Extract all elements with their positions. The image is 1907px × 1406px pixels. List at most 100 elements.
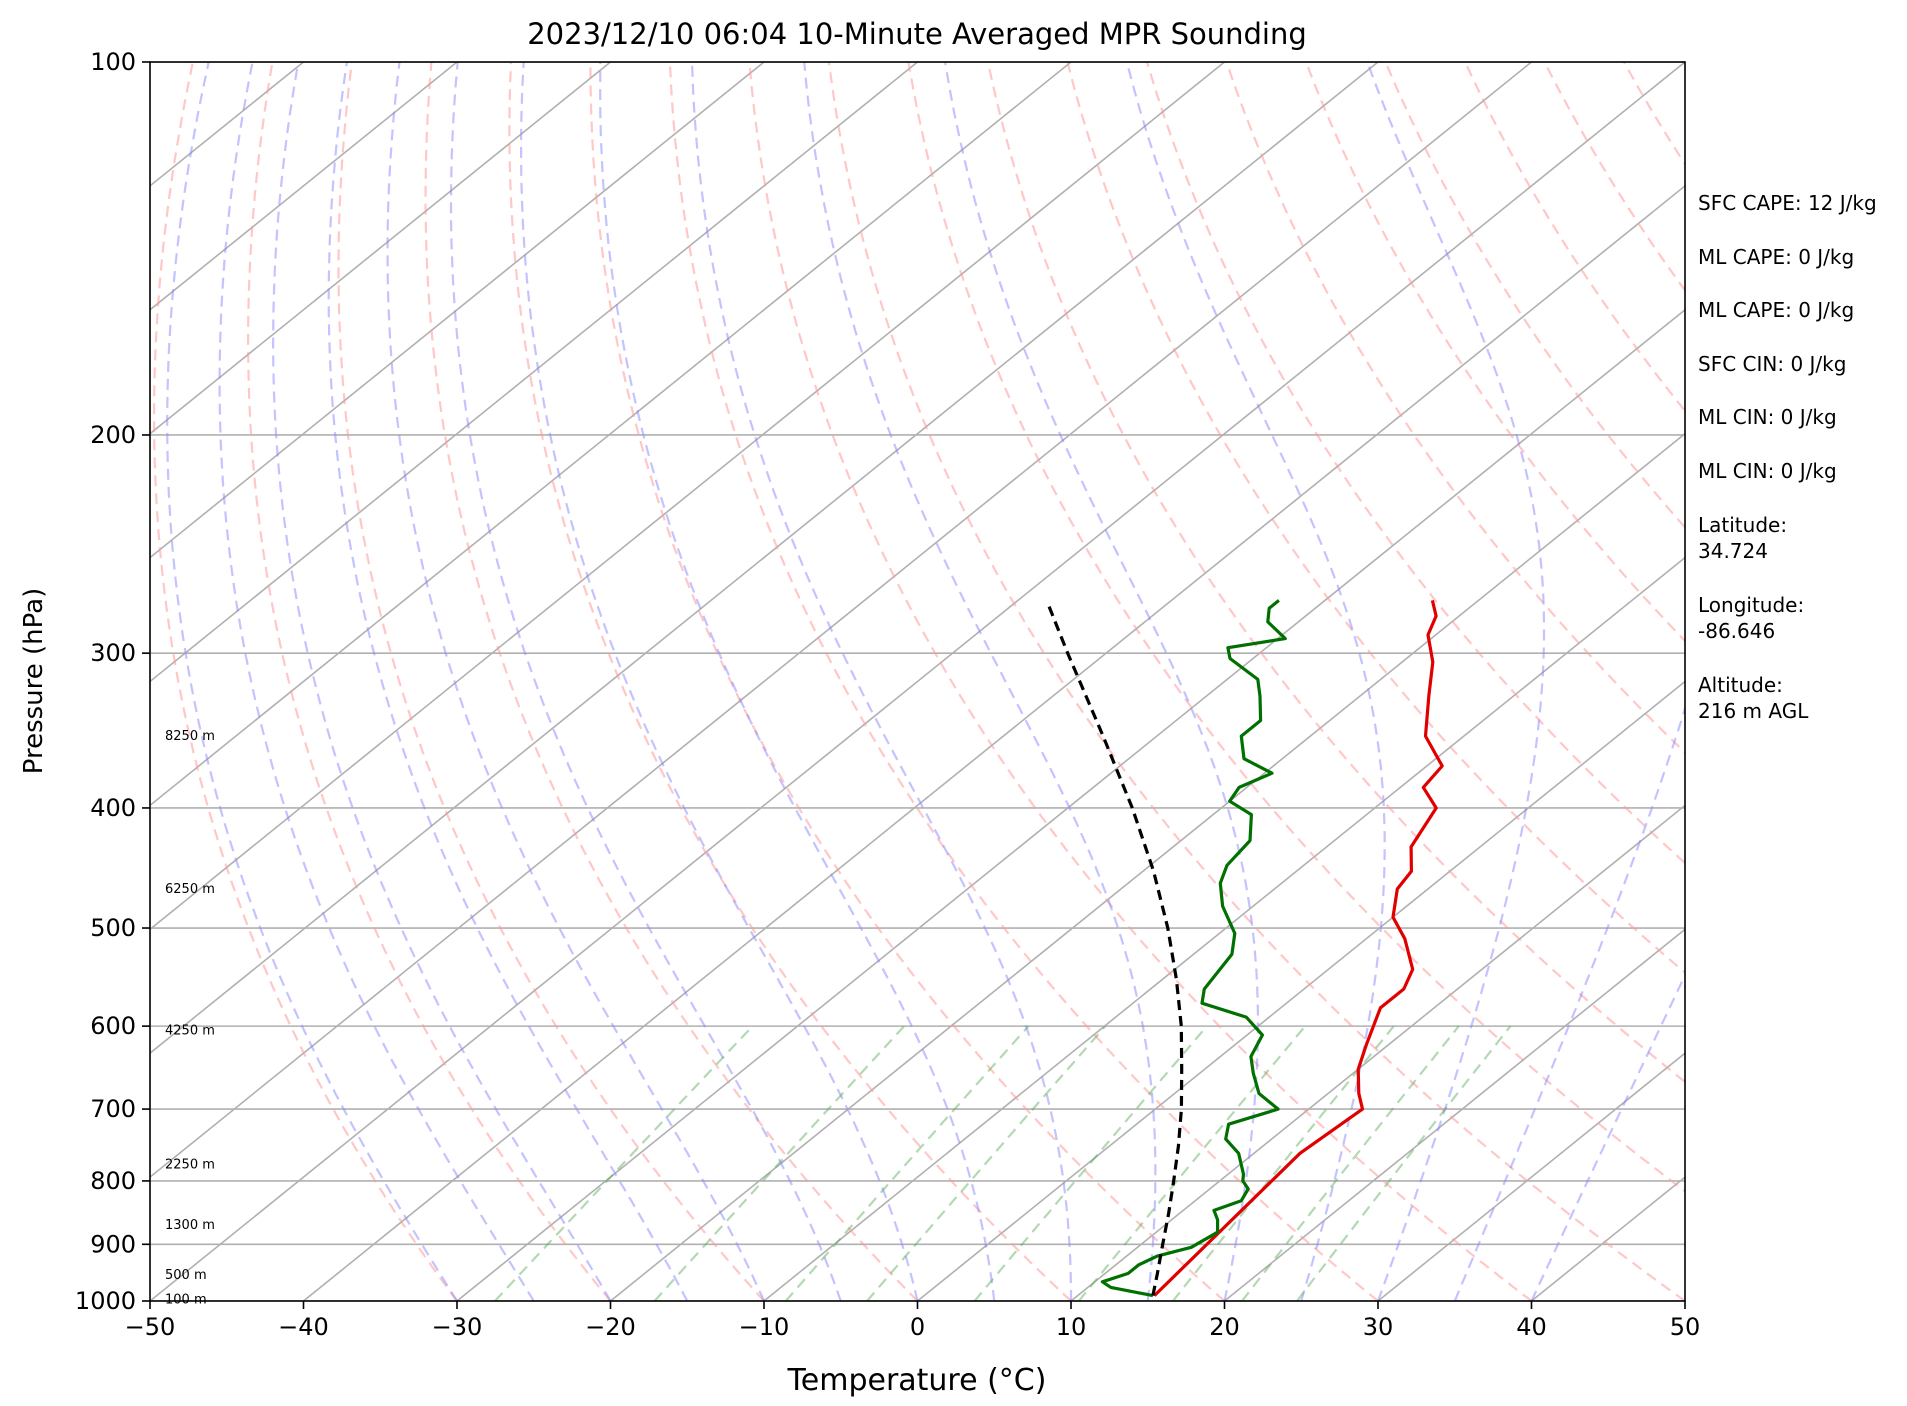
x-tick-label: 0 xyxy=(910,1313,925,1341)
dry-adiabat-line xyxy=(508,62,1072,1301)
height-label: 100 m xyxy=(165,1292,207,1307)
dry-adiabat-line xyxy=(424,62,919,1301)
y-tick-label: 1000 xyxy=(75,1287,136,1315)
height-label: 2250 m xyxy=(165,1158,215,1173)
x-tick-label: 40 xyxy=(1516,1313,1547,1341)
x-axis-label: Temperature (°C) xyxy=(787,1363,1047,1398)
isotherm-line xyxy=(150,62,1533,1179)
height-label: 8250 m xyxy=(165,729,215,744)
x-tick-label: −50 xyxy=(125,1313,176,1341)
sfc-cin-text: SFC CIN: 0 J/kg xyxy=(1698,352,1847,376)
x-tick-label: 10 xyxy=(1056,1313,1087,1341)
longitude-text: Longitude: -86.646 xyxy=(1698,593,1805,643)
moist-adiabat-line xyxy=(1125,62,1386,1301)
mixing-ratio-line xyxy=(653,1025,906,1301)
moist-adiabat-line xyxy=(520,62,919,1301)
y-tick-label: 900 xyxy=(90,1230,136,1258)
dry-adiabat-line xyxy=(247,62,612,1301)
moist-adiabat-line xyxy=(449,62,842,1301)
background-lines xyxy=(150,62,1907,1301)
isotherm-line xyxy=(150,62,1685,1301)
axes-layer: 100 m 500 m 1300 m 2250 m 4250 m 6250 m 8250 m… xyxy=(75,48,1700,1341)
dewpoint-profile-line xyxy=(1100,599,1287,1298)
dry-adiabat-line xyxy=(907,62,1685,1193)
dry-adiabat-line xyxy=(668,62,1379,1301)
dry-adiabat-line xyxy=(1145,62,1685,865)
x-tick-label: 30 xyxy=(1363,1313,1394,1341)
chart-title: 2023/12/10 06:04 10-Minute Averaged MPR … xyxy=(527,17,1307,51)
dry-adiabat-line xyxy=(1863,62,1907,1301)
height-label: 4250 m xyxy=(165,1024,215,1039)
moist-adiabat-line xyxy=(599,62,996,1301)
y-tick-label: 600 xyxy=(90,1012,136,1040)
dry-adiabat-line xyxy=(827,62,1685,1301)
x-tick-label: −30 xyxy=(432,1313,483,1341)
moist-adiabat-line xyxy=(218,62,535,1301)
x-tick-label: −20 xyxy=(585,1313,636,1341)
y-tick-label: 100 xyxy=(90,48,136,76)
moist-adiabat-line xyxy=(944,62,1259,1301)
isotherm-line xyxy=(1223,928,1685,1301)
dry-adiabat-line xyxy=(1066,62,1685,975)
dry-adiabat-line xyxy=(986,62,1685,1084)
mixing-ratio-line xyxy=(1172,1025,1395,1301)
moist-adiabat-line xyxy=(690,62,1073,1301)
isotherm-line xyxy=(150,62,1379,1055)
dry-adiabat-line xyxy=(1225,62,1685,755)
moist-adiabat-line xyxy=(803,62,1157,1301)
mixing-ratio-line xyxy=(784,1025,1030,1301)
x-tick-label: −10 xyxy=(739,1313,790,1341)
isotherm-line xyxy=(1070,804,1685,1301)
isotherm-line xyxy=(150,62,458,311)
dry-adiabat-line xyxy=(337,62,765,1301)
isotherm-line xyxy=(916,680,1685,1301)
parcel-path-line xyxy=(1047,605,1184,1296)
y-tick-label: 200 xyxy=(90,421,136,449)
height-label: 1300 m xyxy=(165,1218,215,1233)
height-label: 500 m xyxy=(165,1268,207,1283)
y-tick-label: 500 xyxy=(90,914,136,942)
isotherm-line xyxy=(150,62,1226,931)
moist-adiabat-line xyxy=(386,62,766,1301)
dry-adiabat-line xyxy=(153,62,458,1301)
mixing-ratio-line xyxy=(1296,1025,1512,1301)
dry-adiabat-line xyxy=(589,62,1226,1301)
moist-adiabat-line xyxy=(271,62,612,1301)
y-tick-label: 400 xyxy=(90,794,136,822)
y-tick-label: 800 xyxy=(90,1167,136,1195)
ml-cin-text-2: ML CIN: 0 J/kg xyxy=(1698,459,1837,483)
sfc-cape-text: SFC CAPE: 12 J/kg xyxy=(1698,191,1877,215)
isotherm-line xyxy=(150,62,1072,807)
isotherm-line xyxy=(456,308,1685,1301)
y-tick-label: 300 xyxy=(90,639,136,667)
mixing-ratio-line xyxy=(1241,1025,1460,1301)
y-axis-label: Pressure (hPa) xyxy=(19,588,49,775)
moist-adiabat-line xyxy=(1366,62,1546,1301)
ml-cin-text: ML CIN: 0 J/kg xyxy=(1698,405,1837,429)
temperature-profile-line xyxy=(1153,600,1444,1297)
latitude-text: Latitude: 34.724 xyxy=(1698,513,1788,563)
x-tick-label: −40 xyxy=(278,1313,329,1341)
isotherm-line xyxy=(763,556,1685,1301)
series-layer xyxy=(1047,599,1444,1298)
isotherm-line xyxy=(150,62,919,683)
altitude-text: Altitude: 216 m AGL xyxy=(1698,673,1809,723)
moist-adiabat-line xyxy=(1453,62,1685,1301)
y-tick-label: 700 xyxy=(90,1095,136,1123)
mixing-ratio-line xyxy=(973,1025,1208,1301)
x-tick-label: 20 xyxy=(1209,1313,1240,1341)
isotherm-line xyxy=(1377,1052,1685,1301)
moist-adiabat-line xyxy=(1530,972,1685,1301)
ml-cape-text: ML CAPE: 0 J/kg xyxy=(1698,245,1855,269)
isotherm-line xyxy=(150,62,765,559)
moist-adiabat-line xyxy=(327,62,689,1301)
x-tick-label: 50 xyxy=(1670,1313,1701,1341)
height-label: 6250 m xyxy=(165,882,215,897)
isotherm-line xyxy=(150,62,612,435)
ml-cape-text-2: ML CAPE: 0 J/kg xyxy=(1698,298,1855,322)
moist-adiabat-line xyxy=(166,62,458,1301)
dry-adiabat-line xyxy=(748,62,1533,1301)
isotherm-line xyxy=(302,184,1685,1301)
isotherm-line xyxy=(609,432,1685,1301)
